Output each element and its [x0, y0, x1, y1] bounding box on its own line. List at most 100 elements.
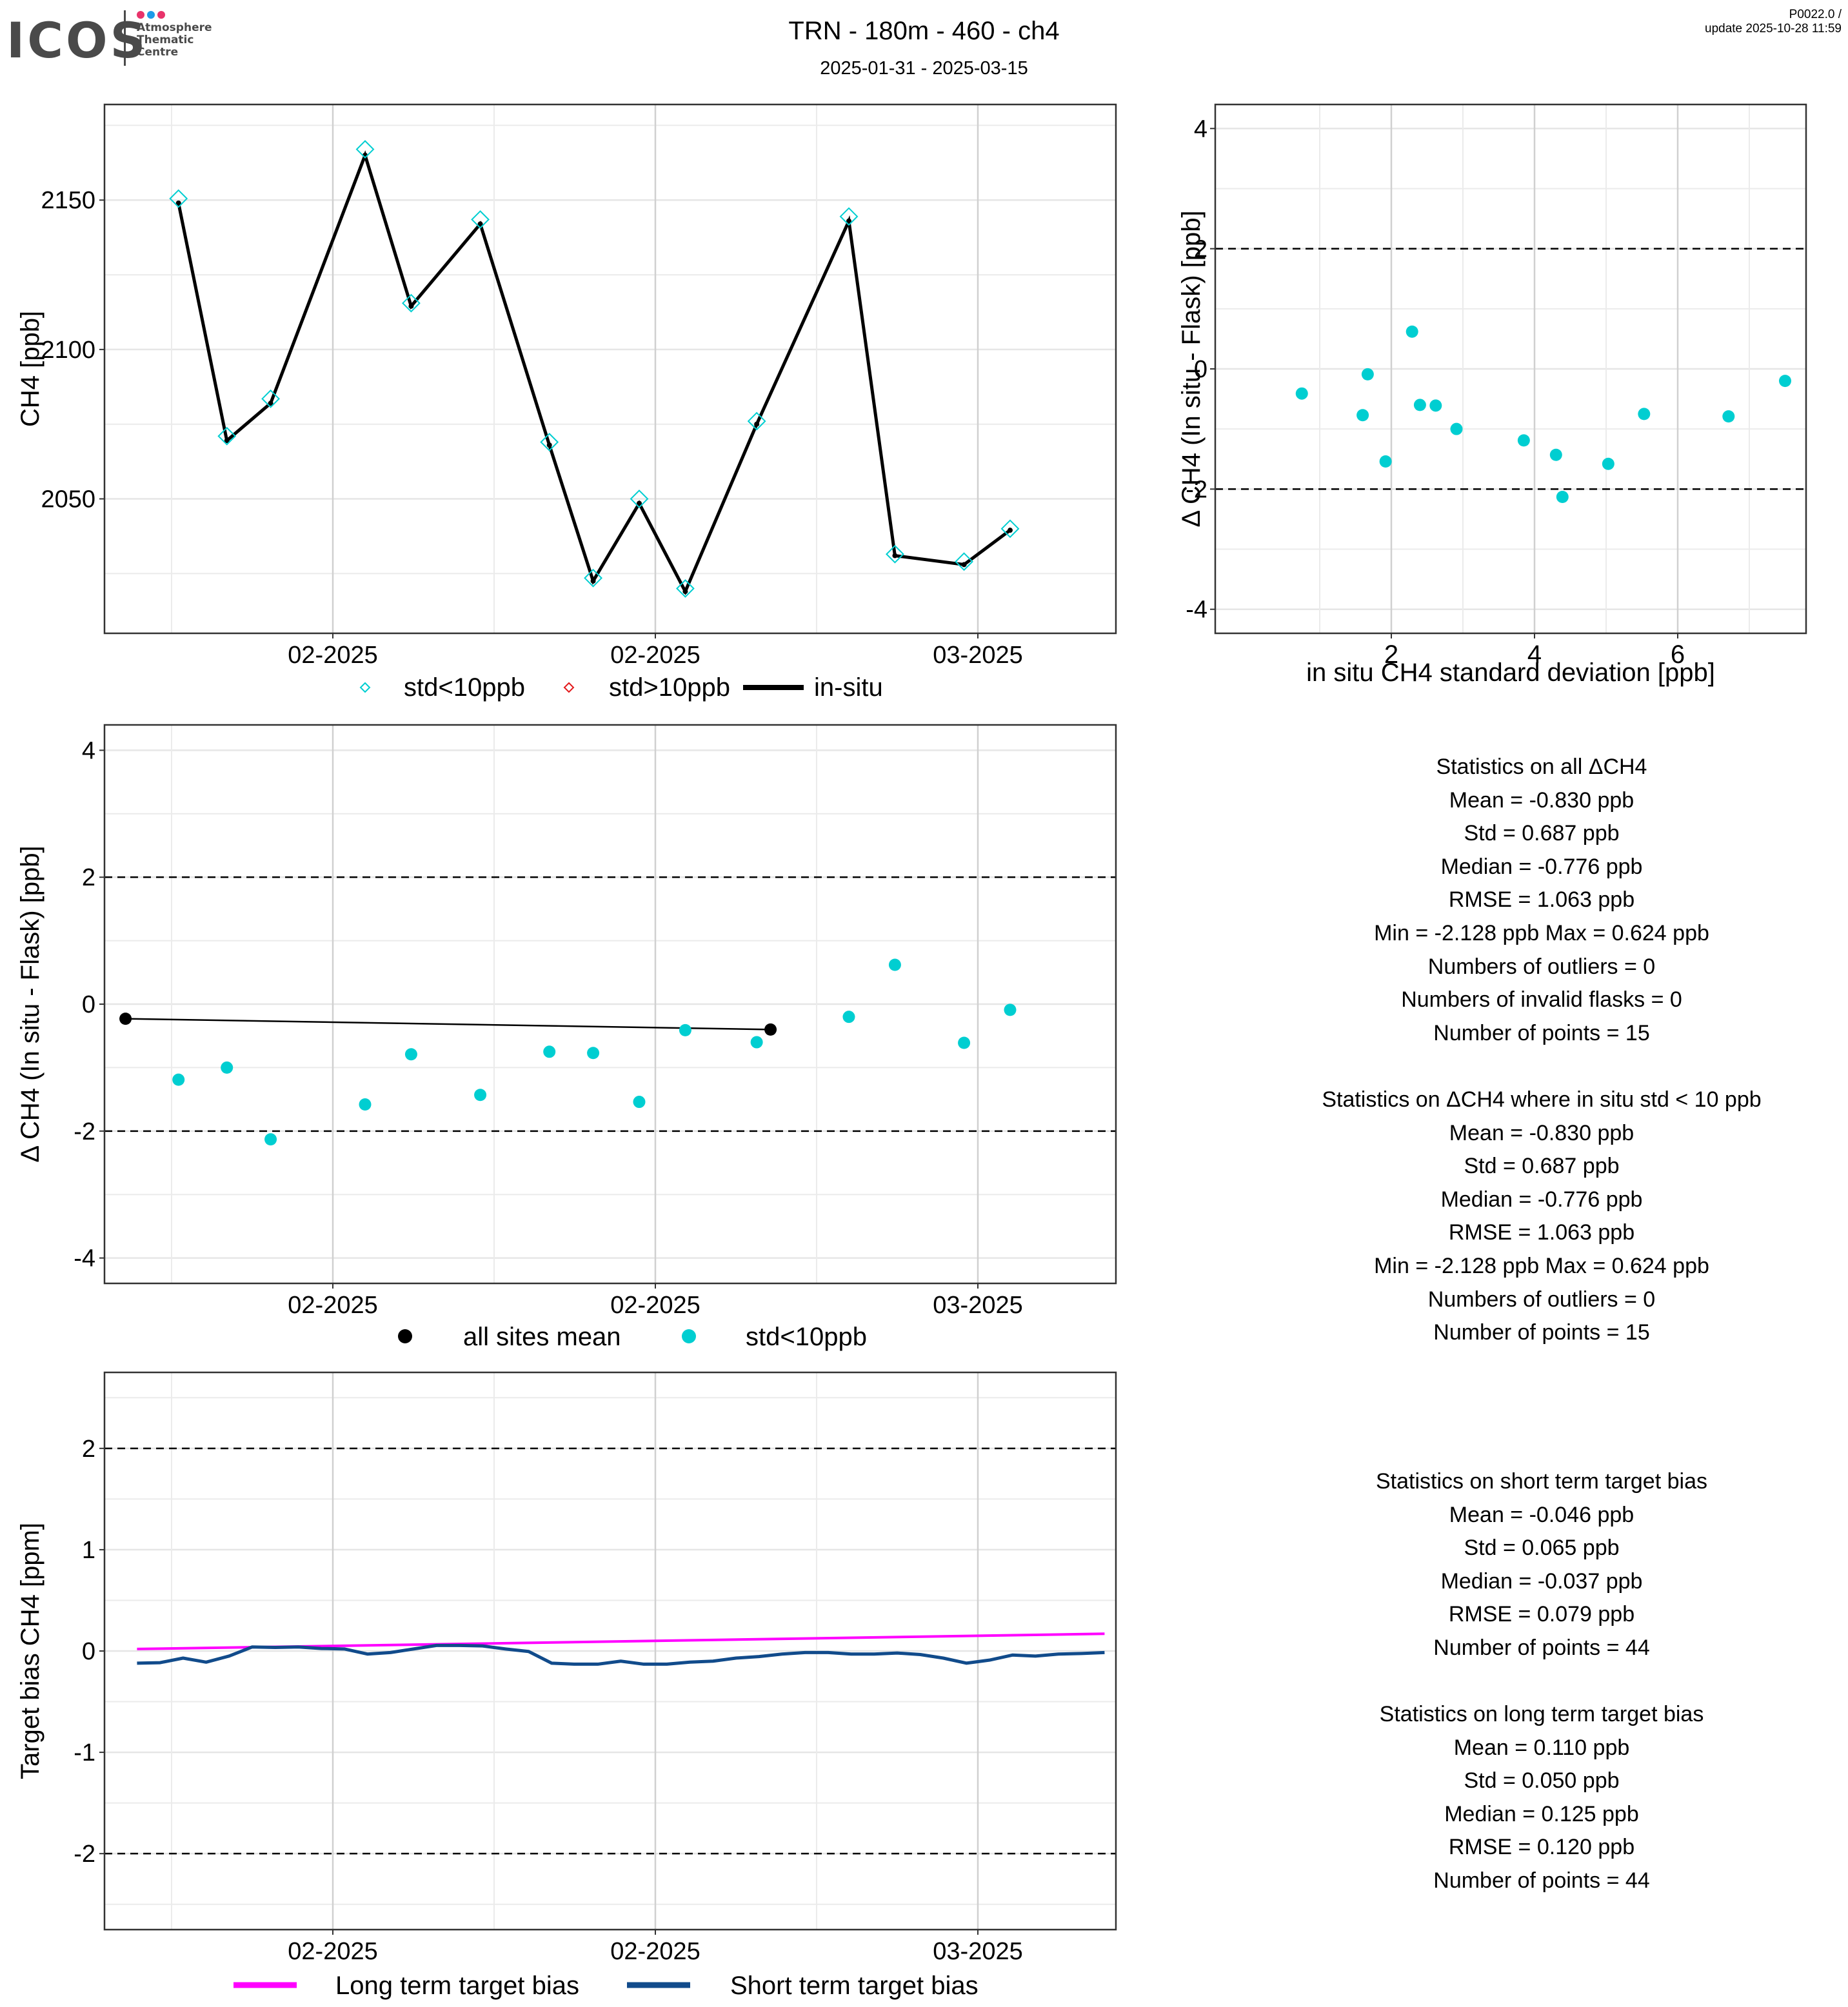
- timeseries-ylabel: CH4 [ppb]: [16, 311, 45, 427]
- stats-title: Statistics on all ΔCH4: [1436, 755, 1647, 779]
- delta-ytick-label: 0: [82, 991, 95, 1018]
- scatter-ytick-label: -4: [1186, 597, 1207, 624]
- version-label: P0022.0 /: [1789, 8, 1842, 21]
- stats-std-lt10: Statistics on ΔCH4 where in situ std < 1…: [1264, 1083, 1819, 1350]
- scatter-point: [1779, 375, 1791, 388]
- scatter-point: [1722, 410, 1735, 423]
- logo-dots-icon: [137, 10, 168, 22]
- stats-line: Min = -2.128 ppb Max = 0.624 ppb: [1374, 1253, 1709, 1278]
- bias-ytick-label: 0: [82, 1638, 95, 1665]
- timeseries-xtick-label: 02-2025: [610, 642, 700, 669]
- stats-line: Median = 0.125 ppb: [1444, 1801, 1639, 1826]
- stats-line: RMSE = 0.120 ppb: [1448, 1835, 1635, 1860]
- scatter-ytick-label: 4: [1194, 115, 1207, 143]
- flask-point: [471, 210, 490, 229]
- scatter-point: [1295, 387, 1308, 400]
- scatter-border: [1214, 103, 1807, 635]
- timeseries-xtick-label: 02-2025: [288, 642, 377, 669]
- stats-line: Mean = -0.830 ppb: [1449, 1120, 1634, 1145]
- scatter-point: [1556, 490, 1569, 503]
- delta-point: [264, 1133, 277, 1146]
- scatter-xtick-label: 4: [1527, 640, 1542, 669]
- delta-ytick-label: 4: [82, 737, 95, 764]
- insitu-point: [682, 589, 688, 595]
- stats-line: Std = 0.065 ppb: [1464, 1536, 1620, 1561]
- flask-point: [955, 552, 973, 571]
- delta-point: [474, 1089, 487, 1102]
- stats-line: RMSE = 1.063 ppb: [1448, 887, 1635, 913]
- stats-line: Mean = 0.110 ppb: [1453, 1735, 1630, 1760]
- insitu-point: [408, 303, 414, 309]
- delta-point: [172, 1073, 185, 1086]
- stats-line: Median = -0.037 ppb: [1440, 1568, 1643, 1594]
- scatter-point: [1413, 399, 1426, 411]
- stats-line: Median = -0.776 ppb: [1440, 1187, 1643, 1212]
- insitu-point: [846, 218, 851, 224]
- timeseries-xtick-label: 03-2025: [933, 642, 1022, 669]
- stats-line: Numbers of outliers = 0: [1427, 954, 1656, 979]
- scatter-point: [1379, 455, 1392, 468]
- stats-line: Std = 0.050 ppb: [1464, 1768, 1620, 1794]
- stats-line: Min = -2.128 ppb Max = 0.624 ppb: [1374, 920, 1709, 945]
- delta-point: [543, 1045, 556, 1058]
- page-title: TRN - 180m - 460 - ch4: [788, 17, 1060, 45]
- bias-ylabel: Target bias CH4 [ppm]: [16, 1523, 45, 1779]
- delta-point: [888, 958, 901, 971]
- logo-dot: [157, 11, 165, 19]
- flask-point: [630, 489, 649, 508]
- insitu-point: [961, 562, 967, 568]
- stats-line: Number of points = 15: [1433, 1320, 1650, 1345]
- stats-long-term-bias: Statistics on long term target bias Mean …: [1264, 1698, 1819, 1898]
- stats-line: Number of points = 15: [1433, 1020, 1650, 1045]
- flask-point: [886, 544, 904, 564]
- delta-ytick-label: 2: [82, 864, 95, 891]
- legend-long-term-label: Long term target bias: [335, 1972, 579, 2000]
- delta-ytick-label: -2: [74, 1118, 95, 1145]
- insitu-point: [175, 200, 181, 206]
- flask-point: [540, 433, 559, 451]
- legend-insitu-label: in-situ: [814, 673, 883, 702]
- insitu-point: [590, 578, 596, 584]
- bias-ytick-label: -2: [74, 1841, 95, 1868]
- scatter-point: [1602, 457, 1615, 470]
- all-sites-mean-point: [764, 1023, 777, 1036]
- update-timestamp: update 2025-10-28 11:59: [1705, 22, 1842, 35]
- delta-point: [750, 1036, 763, 1049]
- flask-point: [261, 389, 280, 408]
- stats-line: Std = 0.687 ppb: [1464, 821, 1620, 846]
- stats-line: Number of points = 44: [1433, 1868, 1650, 1893]
- stats-line: Numbers of outliers = 0: [1427, 1287, 1656, 1312]
- delta-point: [587, 1047, 600, 1060]
- all-sites-mean-point: [119, 1013, 132, 1025]
- bias-ytick-label: 2: [82, 1436, 95, 1463]
- flask-point: [217, 426, 237, 446]
- timeseries-ytick-label: 2150: [41, 187, 95, 214]
- flask-point: [839, 207, 859, 226]
- scatter-point: [1406, 325, 1418, 338]
- short-term-bias-line: [137, 1643, 1105, 1666]
- insitu-point: [1008, 528, 1013, 533]
- stats-line: Mean = -0.830 ppb: [1449, 787, 1634, 813]
- scatter-ytick-label: 2: [1194, 236, 1207, 263]
- stats-all-delta: Statistics on all ΔCH4 Mean = -0.830 ppb S…: [1264, 751, 1819, 1050]
- delta-border: [103, 724, 1117, 1285]
- scatter-ylabel: Δ CH4 (In situ - Flask) [ppb]: [1177, 210, 1206, 527]
- timeseries-border: [103, 103, 1117, 635]
- scatter-point: [1638, 408, 1651, 420]
- delta-point: [404, 1048, 417, 1061]
- insitu-point: [637, 500, 642, 506]
- delta-point: [1004, 1004, 1017, 1016]
- scatter-point: [1361, 368, 1374, 381]
- legend-std-lt10-label: std<10ppb: [746, 1323, 867, 1351]
- bias-ytick-label: -1: [74, 1739, 95, 1766]
- legend-short-term-label: Short term target bias: [730, 1972, 979, 2000]
- stats-title: Statistics on short term target bias: [1376, 1469, 1707, 1494]
- delta-xtick-label: 02-2025: [288, 1292, 377, 1319]
- delta-xtick-label: 02-2025: [610, 1292, 700, 1319]
- logo-subtitle: Atmosphere Thematic Centre: [137, 22, 212, 59]
- insitu-point: [754, 421, 760, 427]
- scatter-point: [1517, 434, 1530, 447]
- logo-line: Thematic: [137, 34, 194, 46]
- stats-short-term-bias: Statistics on short term target bias Mean…: [1264, 1465, 1819, 1665]
